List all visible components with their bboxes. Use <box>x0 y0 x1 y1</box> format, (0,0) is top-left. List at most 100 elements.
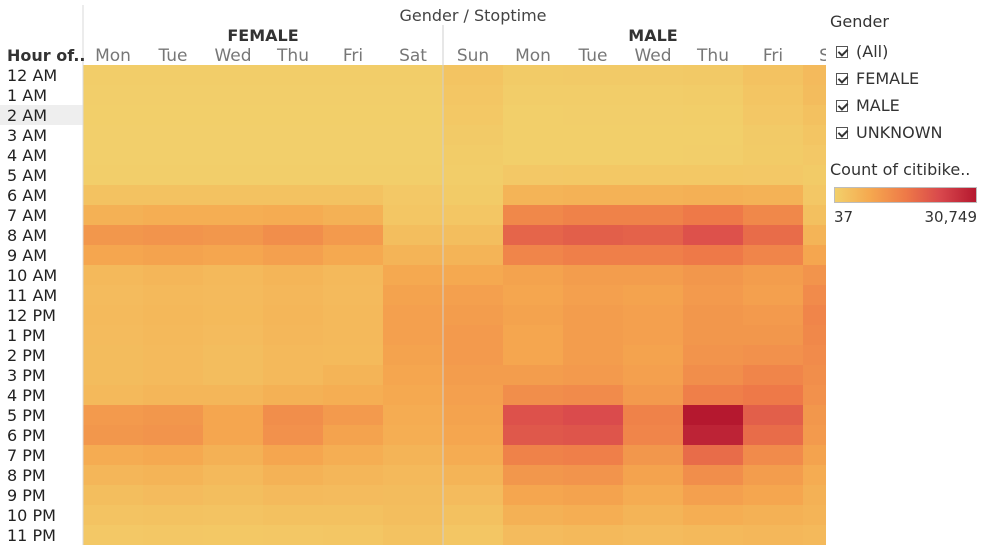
heatmap-cell <box>143 225 203 245</box>
heatmap-cell <box>203 165 263 185</box>
heatmap-cell <box>143 425 203 445</box>
heatmap-cell <box>143 125 203 145</box>
heatmap-cell <box>803 305 826 325</box>
heatmap-cell <box>623 85 683 105</box>
heatmap-cell <box>743 265 803 285</box>
filter-item-male[interactable]: MALE <box>836 96 900 115</box>
heatmap-cell <box>143 105 203 125</box>
heatmap-cell <box>143 145 203 165</box>
heatmap-cell <box>383 85 443 105</box>
heatmap-cell <box>323 425 383 445</box>
heatmap-cell <box>383 425 443 445</box>
heatmap-cell <box>383 205 443 225</box>
heatmap-cell <box>143 265 203 285</box>
heatmap-cell <box>443 405 503 425</box>
heatmap-cell <box>143 445 203 465</box>
checkbox-checked-icon[interactable] <box>836 99 848 112</box>
filter-item-all[interactable]: (All) <box>836 42 888 61</box>
heatmap-cell <box>203 285 263 305</box>
heatmap-cell <box>503 345 563 365</box>
heatmap-cell <box>683 445 743 465</box>
heatmap-cell <box>503 405 563 425</box>
heatmap-cell <box>203 305 263 325</box>
heatmap-cell <box>683 125 743 145</box>
row-label: 11 PM <box>7 526 56 545</box>
heatmap-cell <box>623 205 683 225</box>
heatmap-cell <box>623 305 683 325</box>
heatmap-cell <box>83 285 143 305</box>
checkbox-checked-icon[interactable] <box>836 72 848 85</box>
heatmap-cell <box>263 165 323 185</box>
row-label: 10 PM <box>7 506 56 525</box>
color-ramp-max-label: 30,749 <box>924 208 978 226</box>
filter-item-female[interactable]: FEMALE <box>836 69 919 88</box>
heatmap-cell <box>383 365 443 385</box>
heatmap-cell <box>263 485 323 505</box>
heatmap-cell <box>623 385 683 405</box>
heatmap-cell <box>203 145 263 165</box>
heatmap-cell <box>503 65 563 85</box>
heatmap-cell <box>323 525 383 545</box>
checkbox-checked-icon[interactable] <box>836 45 848 58</box>
heatmap-cell <box>443 425 503 445</box>
heatmap-cell <box>683 485 743 505</box>
heatmap-cell <box>503 285 563 305</box>
heatmap-cell <box>203 385 263 405</box>
heatmap-cell <box>83 185 143 205</box>
heatmap-cell <box>143 185 203 205</box>
checkbox-checked-icon[interactable] <box>836 126 848 139</box>
heatmap-cell <box>443 105 503 125</box>
legend-panel: Gender (All) FEMALE MALE UNKNOWN Count o… <box>830 0 981 240</box>
heatmap-cell <box>83 365 143 385</box>
heatmap-cell <box>623 65 683 85</box>
heatmap-cell <box>563 445 623 465</box>
heatmap-cell <box>563 305 623 325</box>
heatmap-cell <box>443 505 503 525</box>
heatmap-cell <box>803 405 826 425</box>
heatmap-cell <box>683 265 743 285</box>
heatmap-cell <box>563 385 623 405</box>
filter-item-label: FEMALE <box>856 69 920 88</box>
heatmap-chart: Gender / Stoptime FEMALE MALE Mon Tue Wed Thu F… <box>0 5 826 545</box>
row-label: 7 AM <box>7 206 47 225</box>
heatmap-cell <box>443 185 503 205</box>
heatmap-cell <box>803 225 826 245</box>
heatmap-cell <box>263 265 323 285</box>
heatmap-cell <box>803 385 826 405</box>
heatmap-cell <box>623 165 683 185</box>
heatmap-cell <box>83 345 143 365</box>
heatmap-cell <box>743 145 803 165</box>
row-highlight <box>0 105 83 125</box>
heatmap-cell <box>203 245 263 265</box>
heatmap-cell <box>683 305 743 325</box>
gender-filter-title: Gender <box>830 12 889 31</box>
heatmap-cell <box>443 385 503 405</box>
heatmap-cell <box>143 85 203 105</box>
heatmap-cell <box>443 265 503 285</box>
heatmap-cell <box>323 345 383 365</box>
column-label: Fri <box>343 46 363 66</box>
heatmap-cell <box>83 505 143 525</box>
heatmap-cell <box>323 225 383 245</box>
heatmap-cell <box>83 245 143 265</box>
heatmap-cell <box>83 125 143 145</box>
heatmap-cell <box>563 245 623 265</box>
heatmap-cell <box>83 425 143 445</box>
heatmap-cell <box>683 185 743 205</box>
heatmap-cell <box>203 485 263 505</box>
heatmap-cell <box>443 225 503 245</box>
filter-item-unknown[interactable]: UNKNOWN <box>836 123 943 142</box>
column-label: Sat <box>819 46 826 66</box>
heatmap-cell <box>383 265 443 285</box>
heatmap-cell <box>743 85 803 105</box>
heatmap-cell <box>623 325 683 345</box>
heatmap-cell <box>683 525 743 545</box>
heatmap-cell <box>143 205 203 225</box>
heatmap-cell <box>803 85 826 105</box>
heatmap-cell <box>143 165 203 185</box>
row-label: 5 AM <box>7 166 47 185</box>
heatmap-cell <box>263 85 323 105</box>
heatmap-cell <box>203 405 263 425</box>
heatmap-cell <box>263 205 323 225</box>
heatmap-cell <box>203 325 263 345</box>
